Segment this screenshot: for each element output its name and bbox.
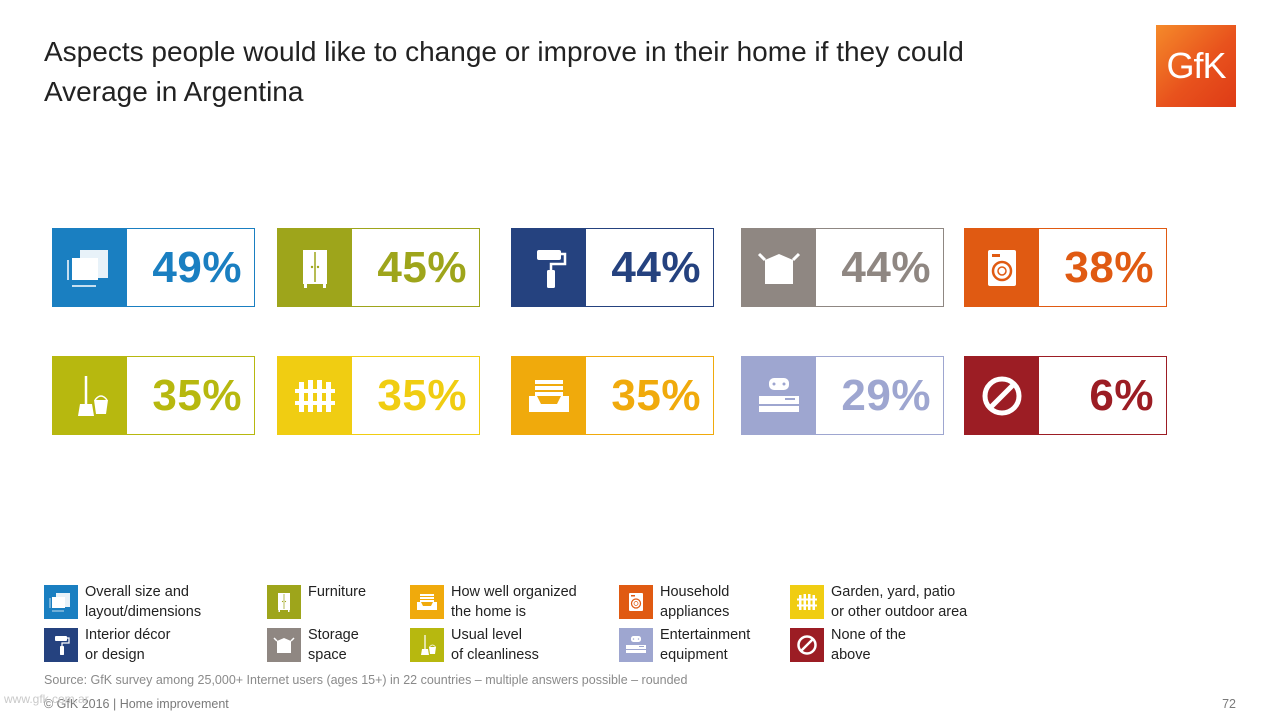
prohibited-icon-svg [982, 376, 1022, 415]
legend-label: Storage space [308, 627, 359, 663]
broom-bucket-icon-svg [78, 375, 108, 416]
stat-value: 44% [841, 242, 931, 292]
game-console-icon-svg [759, 377, 799, 412]
title-line-1: Aspects people would like to change or i… [44, 36, 964, 67]
page-title: Aspects people would like to change or i… [44, 32, 964, 112]
legend-item: Furniture [267, 583, 366, 619]
legend-label: Furniture [308, 584, 367, 600]
fence-icon [790, 585, 824, 619]
game-console-icon [742, 357, 816, 434]
washing-machine-icon [965, 229, 1039, 306]
stat-tile: 45% [277, 228, 480, 307]
stat-value: 44% [611, 242, 701, 292]
legend-item: Storage space [267, 626, 359, 665]
legend-label: Entertainment equipment [660, 627, 751, 663]
gfk-logo: GfK [1156, 25, 1236, 107]
legend-label: Interior décor or design [85, 627, 171, 663]
prohibited-icon [965, 357, 1039, 434]
fence-icon-svg [797, 594, 817, 610]
prohibited-icon-svg [797, 635, 817, 655]
furniture-icon [278, 229, 352, 306]
fence-icon [278, 357, 352, 434]
broom-bucket-icon [410, 628, 444, 662]
paint-roller-icon-svg [55, 636, 70, 655]
game-console-icon [619, 628, 653, 662]
legend-label: Household appliances [660, 584, 730, 620]
tray-icon-svg [417, 594, 437, 610]
stat-value: 45% [377, 242, 467, 292]
legend-label: Garden, yard, patio or other outdoor are… [831, 584, 968, 620]
stat-tile: 35% [52, 356, 255, 435]
furniture-icon-svg [303, 249, 327, 288]
box-icon [742, 229, 816, 306]
legend-label: Usual level of cleanliness [451, 627, 539, 663]
legend-label: Overall size and layout/dimensions [85, 584, 202, 620]
tray-icon [410, 585, 444, 619]
washing-machine-icon-svg [988, 249, 1016, 286]
legend-label: How well organized the home is [451, 584, 577, 620]
stat-value: 35% [152, 370, 242, 420]
stat-value: 6% [1089, 370, 1154, 420]
stat-tile: 35% [277, 356, 480, 435]
legend-item: Household appliances [619, 583, 729, 622]
box-icon [267, 628, 301, 662]
furniture-icon [267, 585, 301, 619]
box-icon-svg [757, 252, 801, 284]
footer: © GfK 2016 | Home improvement [44, 697, 229, 711]
tray-icon [512, 357, 586, 434]
stat-value: 38% [1064, 242, 1154, 292]
legend-item: Entertainment equipment [619, 626, 750, 665]
game-console-icon-svg [626, 636, 646, 653]
furniture-icon-svg [278, 593, 290, 612]
paint-roller-icon [512, 229, 586, 306]
stat-tile: 6% [964, 356, 1167, 435]
stat-tile: 49% [52, 228, 255, 307]
fence-icon-svg [295, 379, 335, 412]
stat-tile: 35% [511, 356, 714, 435]
stat-tile: 44% [511, 228, 714, 307]
stat-tile: 38% [964, 228, 1167, 307]
prohibited-icon [790, 628, 824, 662]
size-layout-icon [44, 585, 78, 619]
stat-value: 29% [841, 370, 931, 420]
stat-value: 35% [377, 370, 467, 420]
legend-item: Interior décor or design [44, 626, 170, 665]
stat-value: 35% [611, 370, 701, 420]
tray-icon-svg [529, 379, 569, 412]
legend: Overall size and layout/dimensions Furnit… [44, 583, 1244, 673]
broom-bucket-icon-svg [421, 635, 436, 655]
source-note: Source: GfK survey among 25,000+ Interne… [44, 673, 688, 687]
legend-label: None of the above [831, 627, 906, 663]
watermark: www.gfk.com.ar [4, 692, 89, 706]
stat-tile: 44% [741, 228, 944, 307]
washing-machine-icon-svg [629, 593, 643, 611]
legend-item: Overall size and layout/dimensions [44, 583, 201, 622]
legend-item: Usual level of cleanliness [410, 626, 539, 665]
size-layout-icon [53, 229, 127, 306]
legend-item: Garden, yard, patio or other outdoor are… [790, 583, 967, 622]
size-layout-icon-svg [49, 593, 70, 612]
box-icon-svg [273, 637, 295, 653]
page-number: 72 [1222, 697, 1236, 711]
washing-machine-icon [619, 585, 653, 619]
title-line-2: Average in Argentina [44, 76, 304, 107]
size-layout-icon-svg [67, 249, 108, 287]
broom-bucket-icon [53, 357, 127, 434]
stat-tile: 29% [741, 356, 944, 435]
paint-roller-icon-svg [537, 249, 567, 288]
legend-item: None of the above [790, 626, 906, 665]
paint-roller-icon [44, 628, 78, 662]
stat-value: 49% [152, 242, 242, 292]
legend-item: How well organized the home is [410, 583, 577, 622]
